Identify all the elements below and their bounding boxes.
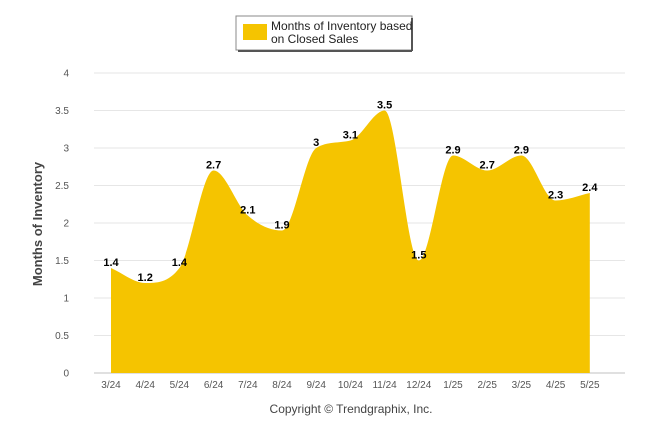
copyright-text: Copyright © Trendgraphix, Inc.: [270, 402, 433, 416]
legend-text-line2: on Closed Sales: [271, 32, 358, 46]
data-label: 2.9: [445, 145, 460, 157]
x-axis-ticks: 3/24 4/24 5/24 6/24 7/24 8/24 9/24 10/24 11/24 12…: [101, 380, 600, 391]
area-fill: [111, 110, 590, 373]
data-label: 1.4: [103, 257, 119, 269]
x-tick-label: 4/24: [135, 380, 155, 391]
data-label: 2.3: [548, 190, 563, 202]
y-tick-label: 1: [63, 294, 69, 305]
y-tick-label: 0.5: [55, 331, 69, 342]
x-tick-label: 2/25: [477, 380, 497, 391]
data-label: 2.7: [206, 160, 221, 172]
x-tick-label: 1/25: [443, 380, 463, 391]
data-label: 2.7: [480, 160, 495, 172]
data-label: 3: [313, 137, 319, 149]
y-tick-label: 3.5: [55, 106, 69, 117]
data-label: 2.9: [514, 145, 529, 157]
x-tick-label: 7/24: [238, 380, 258, 391]
x-tick-label: 3/25: [512, 380, 532, 391]
y-axis-ticks: 0 0.5 1 1.5 2 2.5 3 3.5 4: [55, 69, 69, 380]
data-label: 2.4: [582, 182, 598, 194]
y-tick-label: 1.5: [55, 256, 69, 267]
x-tick-label: 6/24: [204, 380, 224, 391]
legend[interactable]: Months of Inventory based on Closed Sale…: [235, 15, 413, 52]
series-area: [111, 110, 590, 373]
data-label: 1.5: [411, 250, 426, 262]
x-tick-label: 5/24: [170, 380, 190, 391]
data-label: 1.2: [138, 272, 153, 284]
legend-text-line1: Months of Inventory based: [271, 19, 412, 33]
x-tick-label: 8/24: [272, 380, 292, 391]
data-label: 3.1: [343, 130, 358, 142]
x-tick-label: 5/25: [580, 380, 600, 391]
data-label: 3.5: [377, 100, 392, 112]
legend-swatch: [243, 24, 267, 40]
data-label: 1.4: [172, 257, 188, 269]
y-axis-title: Months of Inventory: [30, 161, 45, 286]
x-tick-label: 11/24: [372, 380, 397, 391]
data-label: 2.1: [240, 205, 255, 217]
data-labels: 1.4 1.2 1.4 2.7 2.1 1.9 3 3.1 3.5 1.5 2.9 2.7 2.9 2.3…: [103, 100, 598, 285]
x-tick-label: 4/25: [546, 380, 566, 391]
x-tick-label: 9/24: [306, 380, 326, 391]
y-tick-label: 3: [63, 144, 69, 155]
x-tick-label: 3/24: [101, 380, 121, 391]
y-tick-label: 4: [63, 69, 69, 80]
x-tick-label: 12/24: [406, 380, 431, 391]
y-tick-label: 0: [63, 369, 69, 380]
x-tick-label: 10/24: [338, 380, 363, 391]
y-tick-label: 2: [63, 219, 69, 230]
y-tick-label: 2.5: [55, 181, 69, 192]
data-label: 1.9: [274, 220, 289, 232]
